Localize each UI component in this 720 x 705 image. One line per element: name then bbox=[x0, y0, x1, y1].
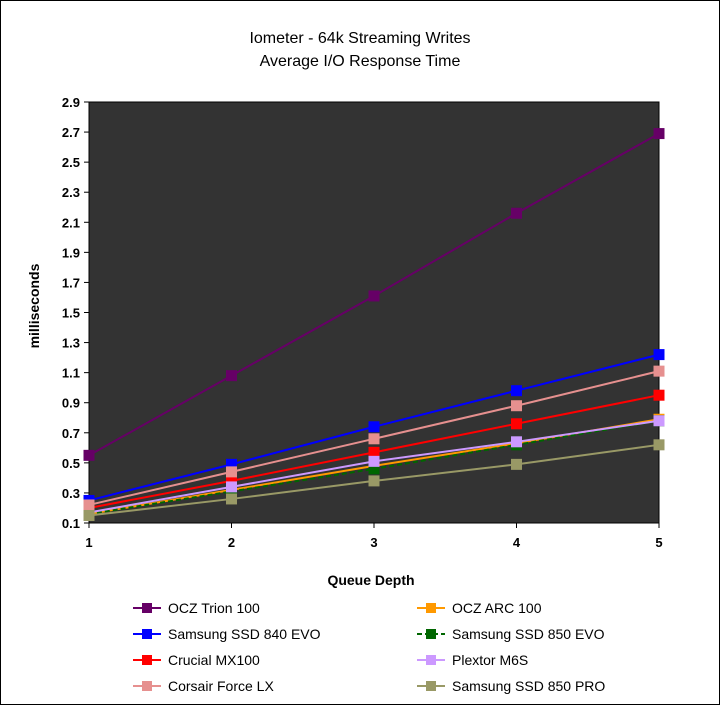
x-tick-label: 1 bbox=[85, 535, 92, 550]
data-point bbox=[653, 389, 665, 401]
legend: OCZ Trion 100 OCZ ARC 100 Samsung SSD 840 … bbox=[133, 600, 605, 694]
y-tick-label: 2.5 bbox=[62, 155, 80, 170]
data-point bbox=[226, 466, 237, 478]
data-point bbox=[226, 493, 237, 505]
y-tick-label: 2.3 bbox=[62, 185, 80, 200]
data-point bbox=[511, 385, 522, 397]
legend-label: OCZ Trion 100 bbox=[168, 600, 260, 616]
data-point bbox=[83, 509, 95, 521]
y-tick-label: 2.1 bbox=[62, 215, 80, 230]
data-point bbox=[653, 365, 665, 377]
y-tick-label: 0.1 bbox=[62, 516, 80, 531]
y-tick-label: 0.7 bbox=[62, 426, 80, 441]
chart-subtitle: Average I/O Response Time bbox=[260, 53, 461, 70]
legend-marker bbox=[426, 603, 436, 613]
x-tick-label: 3 bbox=[370, 535, 377, 550]
legend-item: Corsair Force LX bbox=[133, 678, 274, 694]
y-axis-ticks: 0.1 0.3 0.5 0.7 0.9 1.1 1.3 1.5 1.7 1.9 2.1 2.3 2.5 2… bbox=[62, 95, 89, 531]
legend-label: Corsair Force LX bbox=[168, 678, 274, 694]
legend-label: Samsung SSD 850 PRO bbox=[452, 678, 605, 694]
y-tick-label: 1.3 bbox=[62, 336, 80, 351]
y-tick-label: 1.5 bbox=[62, 306, 80, 321]
x-tick-label: 2 bbox=[228, 535, 235, 550]
y-tick-label: 1.7 bbox=[62, 275, 80, 290]
legend-marker bbox=[142, 603, 152, 613]
data-point bbox=[368, 421, 380, 433]
data-point bbox=[368, 446, 380, 458]
x-tick-label: 5 bbox=[655, 535, 662, 550]
data-point bbox=[511, 458, 522, 470]
data-point bbox=[226, 475, 237, 487]
legend-label: Samsung SSD 850 EVO bbox=[452, 626, 605, 642]
legend-marker bbox=[142, 655, 152, 665]
data-point bbox=[83, 449, 95, 461]
legend-item: Samsung SSD 850 PRO bbox=[417, 678, 605, 694]
data-point bbox=[368, 463, 380, 475]
legend-label: Plextor M6S bbox=[452, 652, 528, 668]
data-point bbox=[653, 439, 665, 451]
data-point bbox=[226, 458, 237, 470]
x-axis-ticks: 1 2 3 4 5 bbox=[85, 523, 663, 550]
data-point bbox=[83, 499, 95, 511]
legend-item: Samsung SSD 850 EVO bbox=[417, 626, 605, 642]
legend-item: OCZ ARC 100 bbox=[417, 600, 542, 616]
legend-item: Plextor M6S bbox=[417, 652, 528, 668]
data-point bbox=[368, 455, 380, 467]
y-tick-label: 0.5 bbox=[62, 456, 80, 471]
data-point bbox=[368, 290, 380, 302]
data-point bbox=[653, 349, 665, 361]
legend-marker bbox=[426, 629, 436, 639]
y-tick-label: 1.9 bbox=[62, 245, 80, 260]
series-points bbox=[83, 128, 665, 521]
legend-marker bbox=[426, 681, 436, 691]
legend-item: Crucial MX100 bbox=[133, 652, 260, 668]
y-tick-label: 2.9 bbox=[62, 95, 80, 110]
y-axis-label: milliseconds bbox=[26, 263, 42, 348]
data-point bbox=[653, 415, 665, 427]
data-point bbox=[368, 475, 380, 487]
data-point bbox=[226, 370, 237, 382]
data-point bbox=[511, 207, 522, 219]
x-tick-label: 4 bbox=[513, 535, 521, 550]
legend-item: OCZ Trion 100 bbox=[133, 600, 260, 616]
legend-label: Samsung SSD 840 EVO bbox=[168, 626, 321, 642]
data-point bbox=[511, 436, 522, 448]
legend-label: OCZ ARC 100 bbox=[452, 600, 542, 616]
data-point bbox=[226, 481, 237, 493]
legend-item: Samsung SSD 840 EVO bbox=[133, 626, 321, 642]
legend-label: Crucial MX100 bbox=[168, 652, 260, 668]
y-tick-label: 2.7 bbox=[62, 125, 80, 140]
y-tick-label: 1.1 bbox=[62, 366, 80, 381]
data-point bbox=[511, 418, 522, 430]
data-point bbox=[511, 400, 522, 412]
x-axis-label: Queue Depth bbox=[327, 572, 414, 588]
data-point bbox=[653, 128, 665, 140]
chart-title: Iometer - 64k Streaming Writes bbox=[249, 30, 470, 47]
legend-marker bbox=[142, 629, 152, 639]
y-tick-label: 0.9 bbox=[62, 396, 80, 411]
legend-marker bbox=[426, 655, 436, 665]
data-point bbox=[368, 433, 380, 445]
legend-marker bbox=[142, 681, 152, 691]
y-tick-label: 0.3 bbox=[62, 486, 80, 501]
